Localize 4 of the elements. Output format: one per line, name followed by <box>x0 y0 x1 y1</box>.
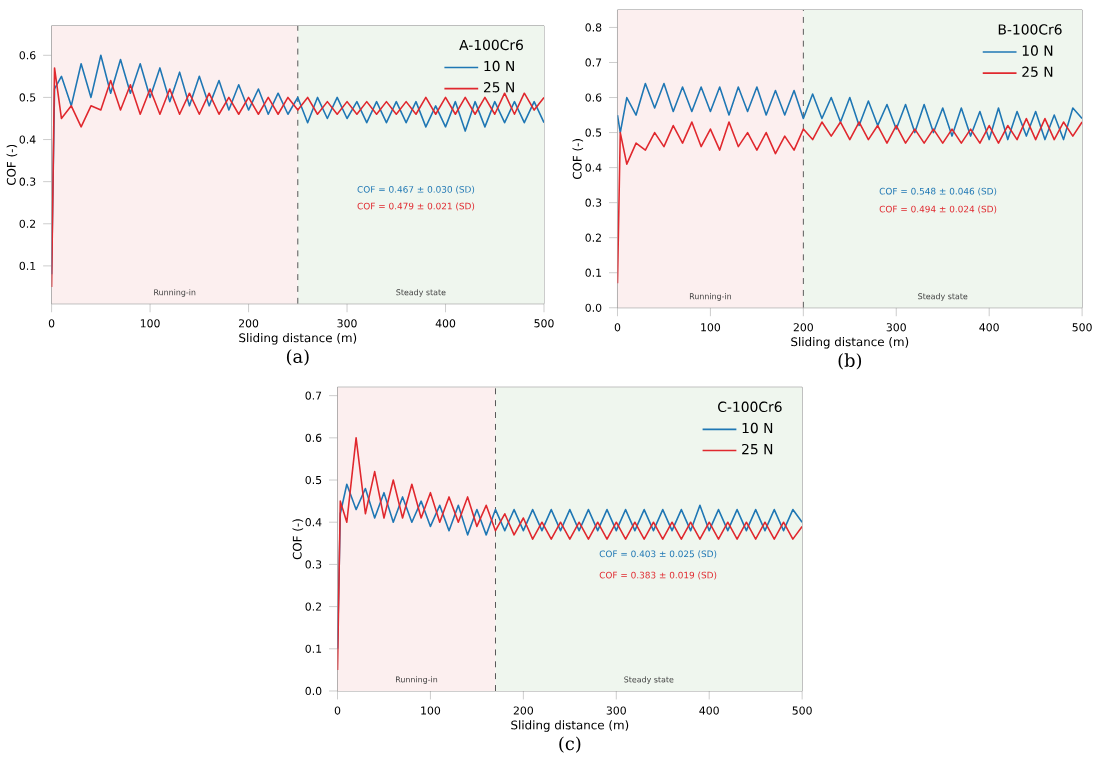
text: (c) <box>559 736 581 753</box>
text: (a) <box>286 349 309 366</box>
text: (b) <box>838 353 862 370</box>
line-series <box>617 82 1083 141</box>
